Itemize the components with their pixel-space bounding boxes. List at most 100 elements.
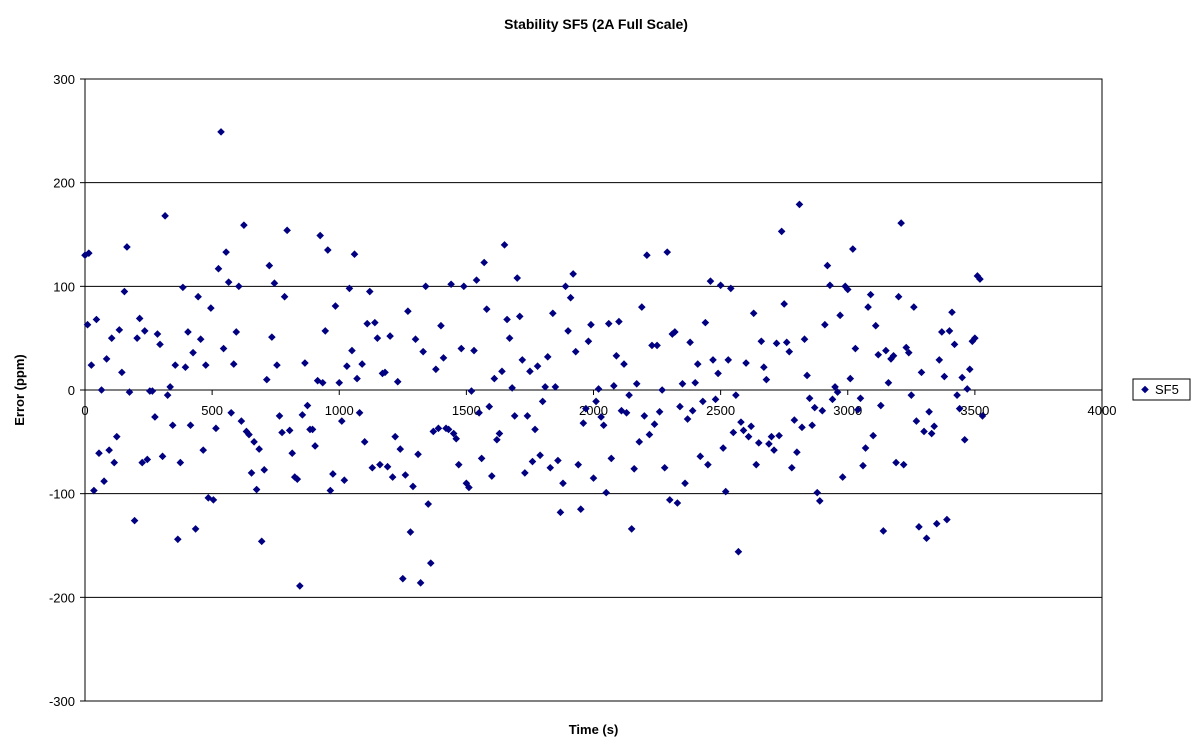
data-point: [324, 246, 332, 254]
data-point: [607, 454, 616, 463]
data-point: [551, 383, 560, 391]
data-point: [813, 488, 822, 497]
data-point: [742, 359, 750, 367]
data-point: [587, 320, 595, 329]
data-point: [368, 463, 377, 472]
data-point: [630, 464, 638, 473]
data-point: [960, 435, 969, 444]
data-point: [196, 335, 205, 344]
data-point: [252, 485, 261, 494]
data-point: [798, 423, 806, 432]
data-point: [396, 445, 405, 453]
data-point: [935, 356, 944, 364]
data-point: [833, 388, 842, 396]
data-point: [176, 458, 185, 467]
y-tick-label: 200: [53, 176, 75, 191]
data-point: [846, 374, 855, 383]
data-point: [681, 479, 689, 488]
data-point: [321, 327, 330, 335]
data-point: [528, 457, 537, 466]
data-point: [788, 463, 796, 472]
data-point: [732, 391, 740, 399]
data-point: [123, 243, 131, 251]
data-point: [892, 458, 900, 467]
data-point: [158, 452, 167, 461]
data-point: [569, 270, 577, 278]
data-point: [107, 334, 116, 342]
data-point: [910, 303, 918, 311]
x-tick-label: 1500: [452, 403, 481, 418]
data-point: [260, 466, 269, 474]
x-axis-title: Time (s): [569, 722, 619, 737]
data-point: [549, 309, 557, 318]
data-point: [115, 326, 124, 334]
data-point: [711, 395, 720, 404]
data-point: [533, 362, 542, 370]
data-point: [945, 327, 954, 335]
data-point: [391, 432, 399, 441]
y-tick-label: -300: [49, 694, 75, 709]
y-tick-label: 300: [53, 72, 75, 87]
data-point: [411, 335, 420, 344]
data-point: [472, 276, 481, 284]
data-point: [849, 245, 857, 253]
data-point: [298, 411, 307, 419]
data-point: [541, 383, 549, 391]
data-point: [454, 460, 463, 469]
data-point: [650, 420, 659, 429]
data-point: [85, 249, 93, 257]
data-point: [658, 386, 666, 394]
data-point: [118, 368, 126, 377]
data-point: [612, 351, 621, 360]
data-point: [285, 426, 294, 435]
data-point: [265, 261, 274, 270]
data-point: [460, 282, 468, 291]
data-point: [793, 448, 801, 456]
data-point: [179, 283, 187, 292]
data-point: [343, 362, 351, 370]
data-point: [693, 360, 702, 368]
data-point: [462, 479, 471, 488]
data-point: [943, 515, 951, 524]
data-point: [163, 391, 172, 399]
data-point: [915, 523, 923, 531]
data-point: [424, 500, 433, 508]
data-point: [676, 402, 684, 411]
data-point: [660, 463, 669, 472]
data-point: [686, 338, 694, 347]
data-point: [153, 330, 162, 338]
data-point: [556, 508, 565, 517]
data-point: [311, 442, 319, 450]
data-point: [204, 494, 213, 502]
data-point: [782, 338, 791, 347]
data-point: [143, 455, 152, 464]
data-point: [329, 470, 337, 478]
legend-marker-sf5: [1141, 385, 1149, 394]
data-point: [303, 401, 312, 410]
data-point: [823, 261, 832, 270]
y-tick-label: 100: [53, 279, 75, 294]
data-point: [447, 280, 455, 289]
data-point: [184, 328, 192, 336]
data-point: [83, 320, 92, 329]
data-point: [273, 361, 281, 369]
data-point: [615, 317, 623, 326]
data-point: [790, 416, 799, 424]
data-point: [938, 328, 946, 336]
data-point: [95, 449, 103, 458]
data-point: [151, 413, 159, 421]
data-point: [808, 421, 816, 430]
data-point: [419, 347, 427, 356]
data-point: [927, 429, 936, 438]
data-point: [978, 412, 987, 420]
data-point: [673, 499, 682, 507]
data-point: [785, 347, 794, 356]
data-point: [421, 282, 430, 291]
data-point: [174, 535, 182, 544]
data-point: [168, 421, 177, 430]
data-point: [186, 421, 195, 430]
x-axis-ticks: 0 500 1000 1500 2000 2500 3000 3500 4000: [81, 390, 1116, 418]
y-tick-label: 0: [68, 383, 75, 398]
data-point: [803, 371, 811, 380]
data-point: [102, 355, 111, 363]
